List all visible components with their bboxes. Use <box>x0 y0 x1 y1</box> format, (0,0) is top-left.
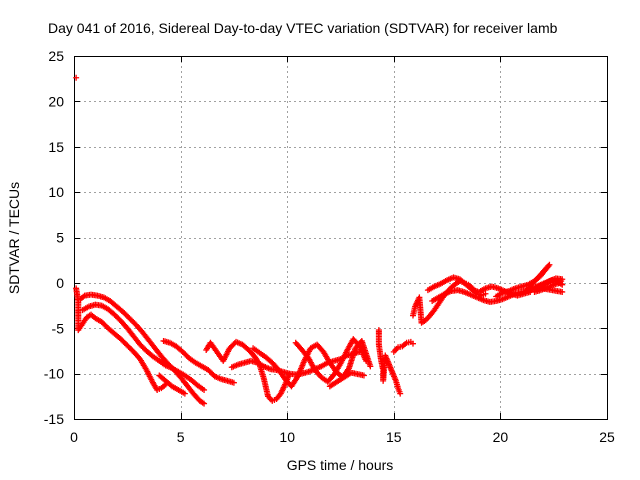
x-tick-label: 20 <box>493 429 509 445</box>
x-tick-label: 15 <box>386 429 402 445</box>
data-point <box>201 386 208 393</box>
data-point <box>73 74 80 81</box>
data-point <box>363 357 370 364</box>
axis-ticks: 0 5 10 15 20 25 -15 -10 -5 0 5 10 15 20 25 <box>44 48 615 445</box>
x-tick-label: 0 <box>70 429 78 445</box>
data-points <box>73 74 566 407</box>
data-point <box>201 400 208 407</box>
data-point <box>409 340 416 347</box>
grid <box>74 56 607 419</box>
y-tick-label: 25 <box>48 48 64 64</box>
data-point <box>559 288 566 295</box>
y-tick-label: 5 <box>56 230 64 246</box>
data-point <box>181 390 188 397</box>
series-arc-a <box>73 74 169 393</box>
series-arc-i <box>375 327 416 397</box>
y-tick-label: -10 <box>44 366 64 382</box>
data-point <box>230 379 237 386</box>
y-tick-label: 20 <box>48 93 64 109</box>
y-axis-label: SDTVAR / TECUs <box>6 182 22 294</box>
data-point <box>360 372 367 379</box>
chart-title: Day 041 of 2016, Sidereal Day-to-day VTE… <box>48 20 558 36</box>
x-tick-label: 5 <box>177 429 185 445</box>
x-axis-label: GPS time / hours <box>287 457 394 473</box>
data-point <box>367 363 374 370</box>
series-arc-e <box>203 338 293 404</box>
data-point <box>482 290 489 297</box>
series-arc-m <box>493 261 566 300</box>
series-arc-h <box>292 336 370 390</box>
y-tick-label: 0 <box>56 275 64 291</box>
y-tick-label: 15 <box>48 139 64 155</box>
y-tick-label: -5 <box>52 320 65 336</box>
x-tick-label: 25 <box>599 429 615 445</box>
series-arc-d <box>156 337 237 397</box>
series-arc-n <box>531 275 566 295</box>
data-point <box>397 390 404 397</box>
y-tick-label: 10 <box>48 184 64 200</box>
x-tick-label: 10 <box>279 429 295 445</box>
y-tick-label: -15 <box>44 411 64 427</box>
series-arc-c <box>79 301 208 393</box>
